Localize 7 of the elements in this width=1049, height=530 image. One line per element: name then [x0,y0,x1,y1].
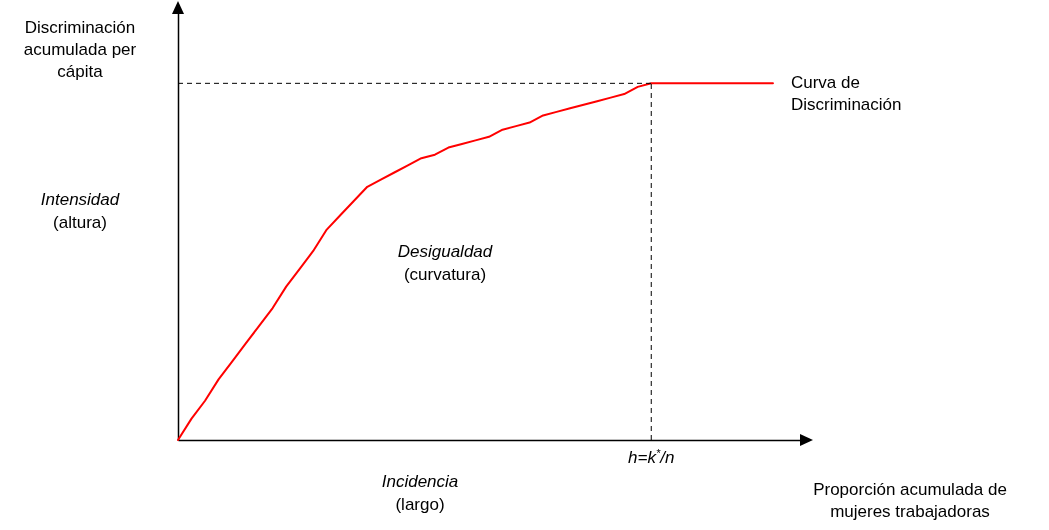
annotation: Desigualdad (curvatura) [397,242,493,284]
text: Intensidad (altura) [40,190,120,232]
text: h=k$^{*}$/n [628,447,675,467]
x-axis-title: Proporción acumulada de mujeres trabajadoras [813,480,1007,521]
series-label: Curva de Discriminación [790,73,902,115]
y-axis-title: Discriminación acumulada per cápita [23,18,137,81]
text: Incidencia (largo) [381,472,459,514]
